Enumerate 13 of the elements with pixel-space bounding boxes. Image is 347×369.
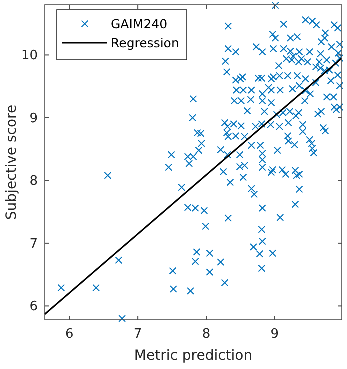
x-tick-label: 9 — [270, 327, 280, 342]
x-axis-title: Metric prediction — [134, 348, 253, 364]
y-tick-label: 7 — [30, 236, 38, 252]
y-tick-label: 10 — [21, 48, 38, 64]
y-tick-label: 8 — [30, 174, 38, 190]
legend-label: Regression — [111, 36, 180, 50]
legend-label: GAIM240 — [111, 16, 168, 32]
x-tick-label: 6 — [65, 327, 74, 342]
y-tick-label: 6 — [30, 300, 38, 315]
y-axis-title: Subjective score — [4, 104, 20, 220]
y-tick-label: 9 — [30, 111, 38, 126]
x-tick-label: 8 — [202, 327, 211, 342]
x-tick-label: 7 — [134, 327, 142, 342]
